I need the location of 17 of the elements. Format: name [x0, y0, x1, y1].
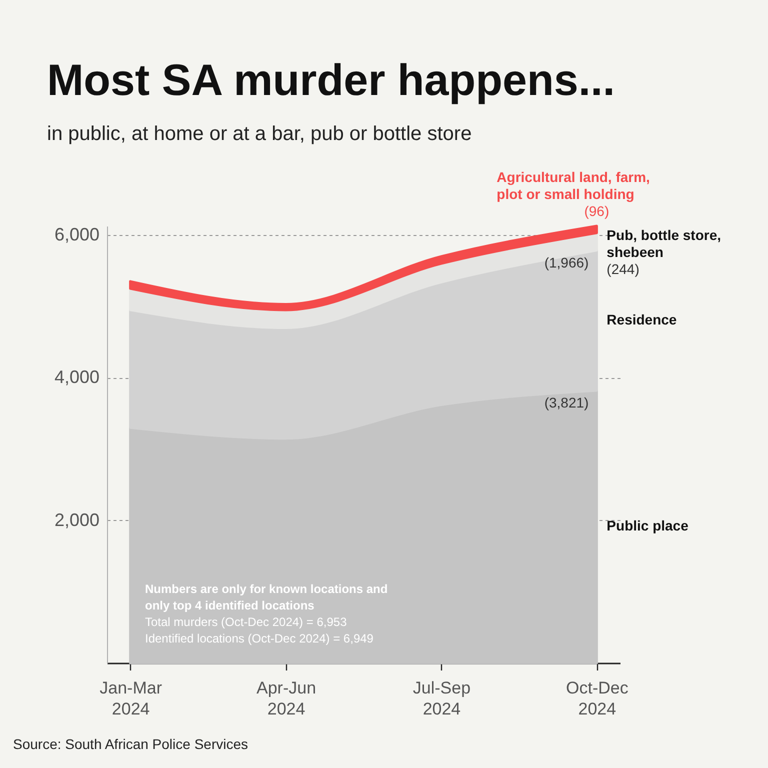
text: Agricultural land, farm, plot or small holding: [496, 169, 650, 202]
data-label: (96): [584, 203, 610, 219]
data-label: (244): [606, 261, 640, 277]
series-label: Pub, bottle store, shebeen: [606, 227, 722, 260]
series-label: Public place: [606, 518, 689, 534]
source-note: Source: South African Police Services: [13, 736, 248, 752]
y-tick-label: 6,000: [54, 224, 100, 245]
series-label: Residence: [606, 311, 677, 328]
x-tick-label: Jul-Sep 2024: [412, 678, 471, 718]
chart-title: Most SA murder happens...: [47, 56, 616, 105]
x-tick-label: Oct-Dec 2024: [566, 678, 629, 718]
data-label: (1,966): [544, 254, 589, 270]
y-tick-label: 4,000: [54, 367, 100, 388]
x-tick-label: Apr-Jun 2024: [256, 678, 316, 718]
x-tick-label: Jan-Mar 2024: [100, 678, 162, 718]
chart-subtitle: in public, at home or at a bar, pub or bottle store: [47, 123, 472, 145]
y-tick-label: 2,000: [54, 510, 100, 530]
